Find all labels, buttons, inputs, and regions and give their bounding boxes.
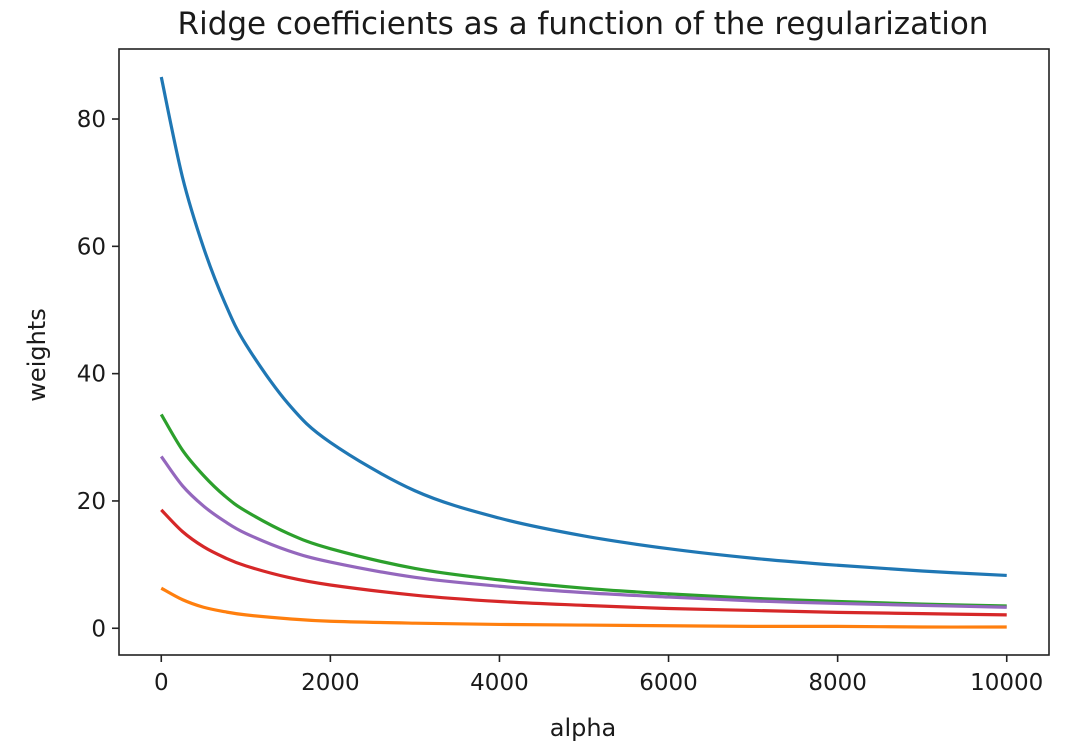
y-axis-label: weights bbox=[23, 308, 51, 401]
series-line-3 bbox=[159, 413, 1007, 608]
y-tick-label: 0 bbox=[91, 616, 106, 642]
y-tick-label: 60 bbox=[77, 234, 106, 260]
x-tick-label: 8000 bbox=[808, 670, 867, 696]
y-tick-label: 80 bbox=[77, 107, 106, 133]
x-tick-label: 6000 bbox=[639, 670, 698, 696]
x-axis-ticks: 0 2000 4000 6000 8000 10000 bbox=[154, 655, 1043, 696]
plot-area-frame bbox=[118, 48, 1050, 656]
series-line-2 bbox=[160, 586, 1007, 629]
series-line-4 bbox=[160, 508, 1007, 617]
chart-title: Ridge coefficients as a function of the … bbox=[178, 6, 989, 42]
x-tick-label: 4000 bbox=[470, 670, 529, 696]
series-line-1 bbox=[159, 76, 1007, 578]
x-axis-label: alpha bbox=[550, 714, 617, 742]
series-lines bbox=[159, 76, 1007, 629]
y-tick-label: 20 bbox=[77, 489, 106, 515]
y-tick-label: 40 bbox=[77, 362, 106, 388]
x-tick-label: 2000 bbox=[301, 670, 360, 696]
series-line-5 bbox=[159, 455, 1007, 609]
y-axis-ticks: 0 20 40 60 80 bbox=[77, 107, 119, 642]
x-tick-label: 10000 bbox=[970, 670, 1043, 696]
x-tick-label: 0 bbox=[154, 670, 169, 696]
